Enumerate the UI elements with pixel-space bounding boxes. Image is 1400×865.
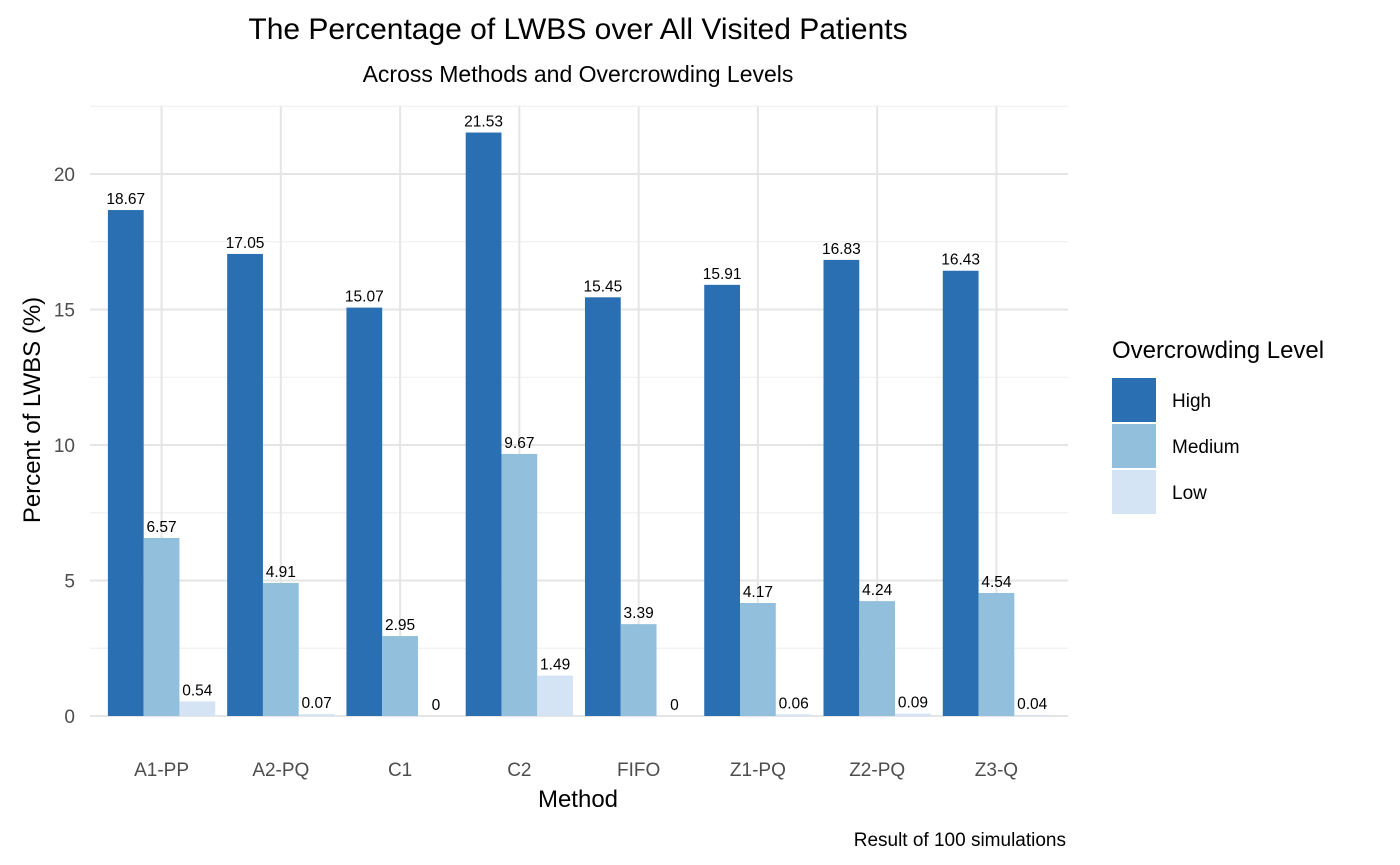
data-label-low-z3-q: 0.04 bbox=[1017, 696, 1048, 713]
bar-medium-c2 bbox=[501, 453, 538, 716]
x-tick-label: C2 bbox=[507, 760, 531, 781]
legend: Overcrowding Level High Medium Low bbox=[1112, 337, 1324, 514]
data-label-high-z1-pq: 15.91 bbox=[703, 266, 742, 283]
data-label-medium-c1: 2.95 bbox=[385, 617, 415, 634]
data-label-medium-z2-pq: 4.24 bbox=[862, 582, 893, 599]
bar-high-a1-pp bbox=[107, 210, 144, 716]
data-label-medium-a2-pq: 4.91 bbox=[266, 564, 296, 581]
data-label-high-z2-pq: 16.83 bbox=[822, 241, 861, 258]
data-label-low-a2-pq: 0.07 bbox=[302, 695, 332, 712]
x-tick-label: Z2-PQ bbox=[849, 760, 905, 781]
bar-high-c2 bbox=[465, 132, 502, 717]
data-label-low-c2: 1.49 bbox=[540, 657, 570, 674]
data-label-high-fifo: 15.45 bbox=[583, 278, 622, 295]
y-tick-label: 0 bbox=[64, 707, 75, 728]
y-tick-label: 15 bbox=[54, 301, 75, 322]
bar-low-z3-q bbox=[1014, 714, 1051, 716]
bar-low-z1-pq bbox=[775, 714, 812, 716]
y-tick-label: 20 bbox=[54, 165, 75, 186]
y-axis-ticks: 0 5 10 15 20 bbox=[54, 165, 75, 728]
legend-label-medium: Medium bbox=[1172, 437, 1240, 458]
bar-low-a2-pq bbox=[298, 714, 335, 716]
bar-high-a2-pq bbox=[227, 253, 263, 716]
y-axis-title: Percent of LWBS (%) bbox=[19, 297, 46, 523]
x-tick-label: A1-PP bbox=[134, 760, 189, 781]
bar-medium-z2-pq bbox=[859, 601, 896, 716]
data-label-low-z1-pq: 0.06 bbox=[779, 695, 809, 712]
legend-key-medium bbox=[1112, 424, 1156, 468]
x-tick-label: FIFO bbox=[617, 760, 660, 781]
bar-high-z3-q bbox=[942, 270, 979, 716]
bar-medium-z1-pq bbox=[740, 602, 776, 716]
bar-medium-z3-q bbox=[978, 592, 1015, 716]
data-label-low-c1: 0 bbox=[432, 697, 441, 714]
y-tick-label: 10 bbox=[54, 436, 75, 457]
data-label-medium-a1-pp: 6.57 bbox=[146, 519, 176, 536]
x-axis-title: Method bbox=[538, 786, 618, 813]
bar-low-c2 bbox=[537, 675, 574, 716]
data-label-high-a1-pp: 18.67 bbox=[106, 191, 145, 208]
x-tick-label: Z3-Q bbox=[975, 760, 1018, 781]
bars bbox=[107, 132, 1051, 717]
data-label-medium-fifo: 3.39 bbox=[624, 605, 654, 622]
x-axis-ticks: A1-PP A2-PQ C1 C2 FIFO Z1-PQ Z2-PQ Z3-Q bbox=[134, 760, 1018, 781]
chart-caption: Result of 100 simulations bbox=[854, 830, 1066, 851]
bar-medium-a1-pp bbox=[143, 537, 180, 716]
legend-title: Overcrowding Level bbox=[1112, 337, 1324, 364]
x-tick-label: Z1-PQ bbox=[730, 760, 786, 781]
y-tick-label: 5 bbox=[64, 572, 75, 593]
bar-high-c1 bbox=[346, 307, 383, 716]
bar-medium-fifo bbox=[620, 624, 657, 716]
data-label-high-c2: 21.53 bbox=[464, 114, 503, 131]
legend-label-high: High bbox=[1172, 391, 1211, 412]
data-label-high-c1: 15.07 bbox=[345, 289, 384, 306]
data-label-medium-z1-pq: 4.17 bbox=[743, 584, 773, 601]
data-labels: 18.67 17.05 15.07 21.53 15.45 15.91 16.83 16.43… bbox=[106, 114, 1047, 714]
bar-low-a1-pp bbox=[179, 701, 216, 716]
data-label-medium-z3-q: 4.54 bbox=[981, 574, 1012, 591]
data-label-high-a2-pq: 17.05 bbox=[226, 235, 265, 252]
bar-low-z2-pq bbox=[895, 713, 931, 716]
data-label-high-z3-q: 16.43 bbox=[941, 252, 980, 269]
bar-high-z2-pq bbox=[823, 259, 860, 716]
x-tick-label: C1 bbox=[388, 760, 412, 781]
bar-medium-a2-pq bbox=[262, 582, 299, 716]
data-label-medium-c2: 9.67 bbox=[504, 435, 534, 452]
data-label-low-fifo: 0 bbox=[670, 697, 679, 714]
legend-key-high bbox=[1112, 378, 1156, 422]
bar-high-fifo bbox=[584, 297, 621, 716]
x-tick-label: A2-PQ bbox=[252, 760, 309, 781]
data-label-low-a1-pp: 0.54 bbox=[182, 682, 213, 699]
chart-title: The Percentage of LWBS over All Visited … bbox=[248, 13, 907, 46]
legend-key-low bbox=[1112, 470, 1156, 514]
bar-medium-c1 bbox=[382, 636, 418, 716]
chart-subtitle: Across Methods and Overcrowding Levels bbox=[363, 61, 794, 87]
bar-high-z1-pq bbox=[704, 284, 741, 716]
legend-label-low: Low bbox=[1172, 483, 1207, 504]
data-label-low-z2-pq: 0.09 bbox=[898, 695, 928, 712]
